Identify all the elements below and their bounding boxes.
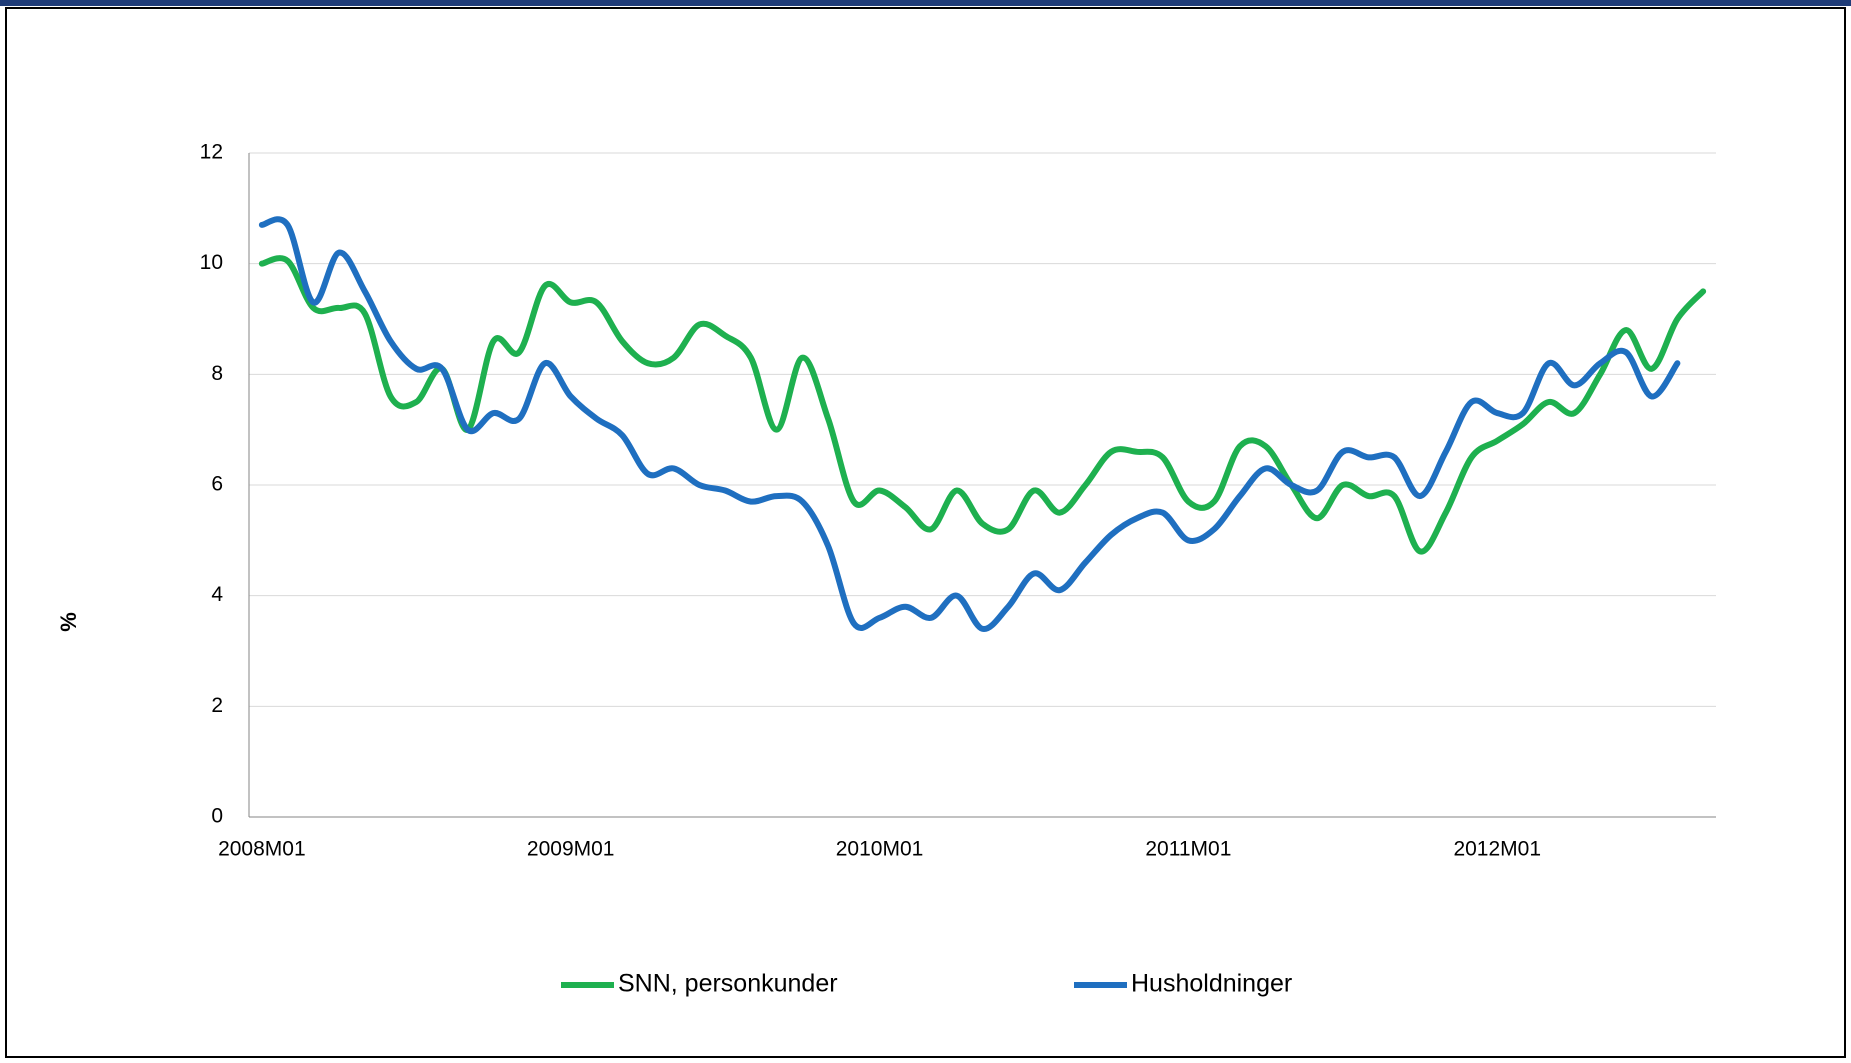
y-tick-label: 6 [211,473,223,496]
legend-label: SNN, personkunder [618,970,838,998]
data-line [258,255,1707,555]
y-tick-label: 8 [211,362,223,385]
x-tick-label: 2008M01 [218,838,306,861]
y-tick-label: 10 [200,251,223,274]
frame [5,7,1846,1058]
y-tick-label: 2 [211,694,223,717]
x-tick-label: 2011M01 [1145,838,1231,861]
x-tick-label: 2009M01 [527,838,615,861]
top-bar [0,0,1851,6]
y-tick-label: 0 [211,805,223,828]
data-line [258,216,1681,632]
y-tick-label: 12 [200,141,223,164]
y-tick-label: 4 [211,583,223,606]
y-axis-label: % [56,612,81,632]
x-tick-label: 2012M01 [1453,838,1541,861]
legend-label: Husholdninger [1131,970,1292,998]
x-tick-label: 2010M01 [836,838,924,861]
